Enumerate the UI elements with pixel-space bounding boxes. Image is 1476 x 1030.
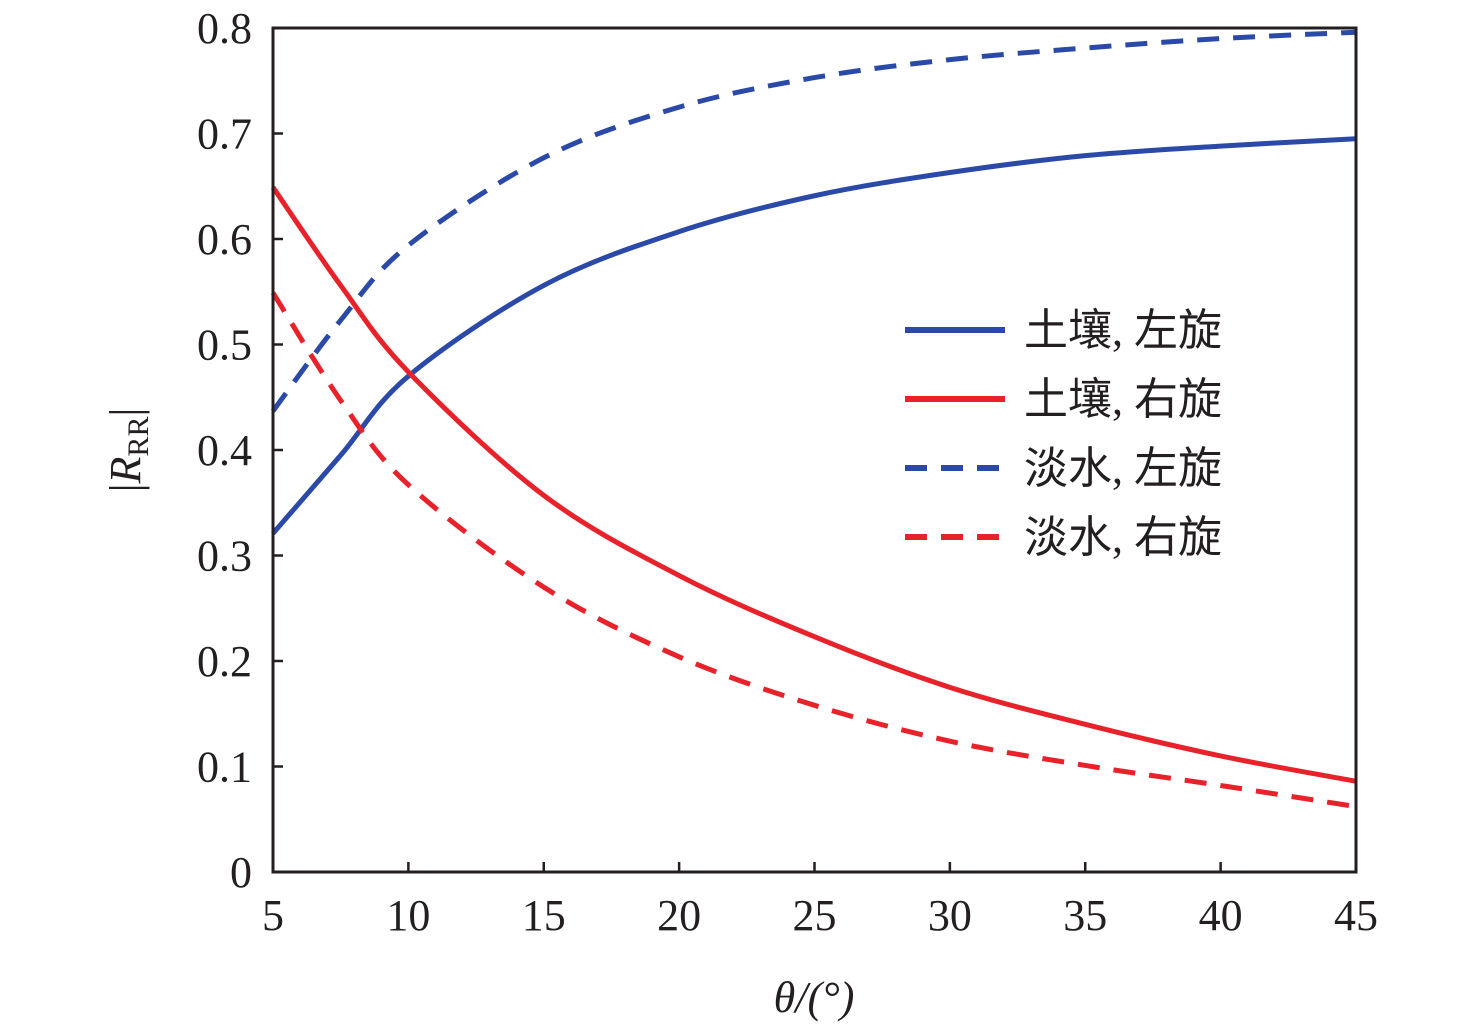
- y-tick-label: 0.8: [197, 4, 252, 53]
- series-layer: [270, 29, 1357, 810]
- y-axis: 0 0.1 0.2 0.3 0.4 0.5 0.6 0.7 0.8: [197, 4, 283, 897]
- y-tick-label: 0.1: [197, 743, 252, 792]
- x-axis-label: θ/(°): [774, 973, 855, 1022]
- legend-label: 淡水, 右旋: [1024, 513, 1222, 562]
- x-axis: 5 10 15 20 25 30 35 40 45: [262, 862, 1378, 940]
- svg-text:|RRR|: |RRR|: [101, 408, 155, 493]
- series-line-1: [270, 185, 1357, 784]
- series-line-3: [270, 291, 1357, 810]
- series-line-0: [271, 136, 1357, 535]
- y-tick-label: 0.5: [197, 321, 252, 370]
- x-tick-label: 20: [657, 891, 701, 940]
- x-tick-label: 10: [386, 891, 430, 940]
- legend-label: 淡水, 左旋: [1024, 444, 1222, 493]
- x-tick-label: 25: [793, 891, 837, 940]
- x-tick-label: 30: [928, 891, 972, 940]
- x-tick-label: 40: [1199, 891, 1243, 940]
- x-tick-label: 15: [522, 891, 566, 940]
- legend-label: 土壤, 右旋: [1024, 375, 1222, 424]
- y-tick-label: 0.6: [197, 215, 252, 264]
- y-tick-label: 0.2: [197, 637, 252, 686]
- y-label-main: R: [101, 456, 150, 484]
- legend-label: 土壤, 左旋: [1024, 306, 1222, 355]
- series-line-2: [270, 29, 1357, 413]
- x-tick-label: 35: [1063, 891, 1107, 940]
- y-tick-label: 0.3: [197, 532, 252, 581]
- x-tick-label: 45: [1334, 891, 1378, 940]
- y-tick-label: 0: [230, 848, 252, 897]
- y-tick-label: 0.7: [197, 110, 252, 159]
- y-tick-label: 0.4: [197, 426, 252, 475]
- x-tick-label: 5: [262, 891, 284, 940]
- y-label-sub: RR: [122, 417, 155, 457]
- y-axis-label: |RRR|: [101, 408, 155, 493]
